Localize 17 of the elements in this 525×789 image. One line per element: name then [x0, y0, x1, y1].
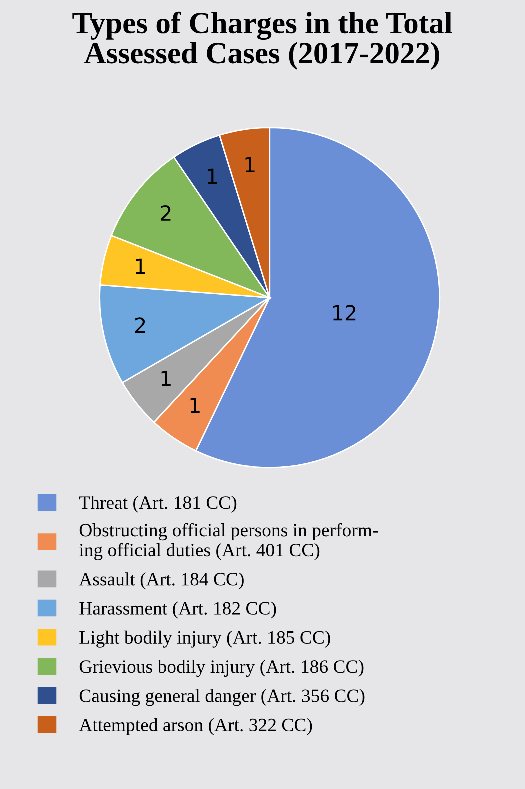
- legend-label: Assault (Art. 184 CC): [79, 572, 244, 590]
- data-label: 2: [135, 318, 146, 334]
- data-label: 1: [136, 258, 146, 274]
- legend-label: Harassment (Art. 182 CC): [80, 602, 276, 619]
- legend-label: Threat (Art. 181 CC): [79, 496, 237, 514]
- legend-label: Obstructing official persons in perform- ing official duties (Art. 401 CC): [80, 523, 378, 560]
- data-label: 2: [161, 205, 171, 221]
- data-label: 1: [162, 371, 171, 386]
- data-label: 12: [333, 305, 356, 321]
- chart-title: Types of Charges in the Total Assessed Cases (2017-2022): [72, 12, 452, 70]
- legend-label: Grievious bodily injury (Art. 186 CC): [80, 660, 364, 678]
- legend-label: Attempted arson (Art. 322 CC): [79, 718, 312, 736]
- data-label: 1: [190, 398, 200, 414]
- data-label: 1: [246, 157, 255, 172]
- data-label: 1: [208, 168, 218, 184]
- legend-label: Causing general danger (Art. 356 CC): [80, 689, 365, 706]
- legend-label: Light bodily injury (Art. 185 CC): [80, 630, 330, 648]
